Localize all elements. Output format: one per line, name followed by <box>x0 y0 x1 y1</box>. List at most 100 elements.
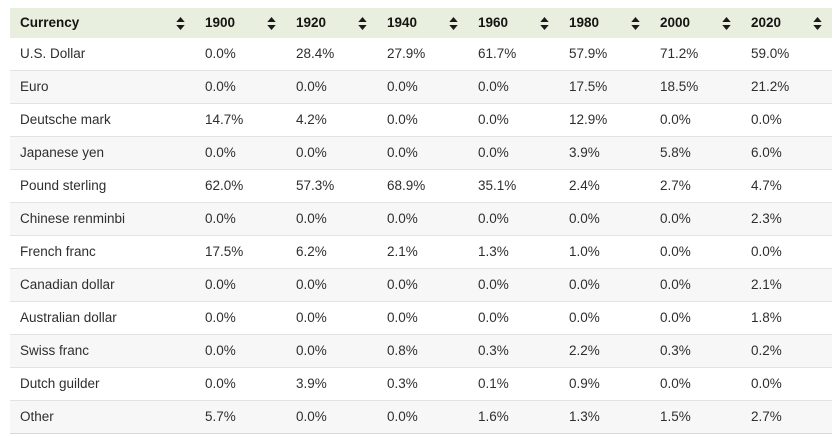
value-cell: 0.0% <box>286 301 377 335</box>
column-header-1900[interactable]: 1900 <box>195 8 286 38</box>
value-cell: 0.2% <box>741 334 832 368</box>
value-cell: 0.0% <box>377 400 468 434</box>
value-cell: 6.2% <box>286 235 377 269</box>
currency-name-cell: Chinese renminbi <box>10 202 195 236</box>
column-header-1940[interactable]: 1940 <box>377 8 468 38</box>
value-cell: 0.0% <box>468 136 559 170</box>
table-row-french-franc: French franc 17.5% 6.2% 2.1% 1.3% 1.0% 0.0% 0.0… <box>10 235 832 269</box>
column-label: 1920 <box>296 15 327 30</box>
table-row-euro: Euro 0.0% 0.0% 0.0% 0.0% 17.5% 18.5% 21.2% <box>10 70 832 104</box>
value-cell: 2.7% <box>741 400 832 434</box>
sort-arrows-icon[interactable] <box>267 16 276 30</box>
value-cell: 0.0% <box>286 268 377 302</box>
column-label: 1980 <box>569 15 600 30</box>
value-cell: 0.9% <box>559 367 650 401</box>
currency-name-cell: Deutsche mark <box>10 103 195 137</box>
value-cell: 0.0% <box>650 235 741 269</box>
currency-name-cell: Australian dollar <box>10 301 195 335</box>
value-cell: 0.0% <box>377 70 468 104</box>
value-cell: 0.1% <box>468 367 559 401</box>
value-cell: 35.1% <box>468 169 559 203</box>
value-cell: 62.0% <box>195 169 286 203</box>
currency-name-cell: Other <box>10 400 195 434</box>
value-cell: 0.0% <box>559 268 650 302</box>
value-cell: 5.7% <box>195 400 286 434</box>
column-header-content: 1900 <box>205 15 276 31</box>
table-row-chinese-renminbi: Chinese renminbi 0.0% 0.0% 0.0% 0.0% 0.0% 0.0%… <box>10 202 832 236</box>
value-cell: 0.0% <box>468 103 559 137</box>
value-cell: 1.6% <box>468 400 559 434</box>
value-cell: 6.0% <box>741 136 832 170</box>
column-label: 2020 <box>751 15 782 30</box>
table-body: U.S. Dollar 0.0% 28.4% 27.9% 61.7% 57.9% 71.2%… <box>10 38 832 434</box>
table-row-other: Other 5.7% 0.0% 0.0% 1.6% 1.3% 1.5% 2.7% <box>10 400 832 434</box>
value-cell: 14.7% <box>195 103 286 137</box>
value-cell: 2.7% <box>650 169 741 203</box>
value-cell: 21.2% <box>741 70 832 104</box>
value-cell: 71.2% <box>650 38 741 71</box>
column-header-content: 2000 <box>660 15 731 31</box>
value-cell: 0.0% <box>286 400 377 434</box>
value-cell: 4.7% <box>741 169 832 203</box>
value-cell: 0.0% <box>650 367 741 401</box>
table-row-japanese-yen: Japanese yen 0.0% 0.0% 0.0% 0.0% 3.9% 5.8% 6.0% <box>10 136 832 170</box>
column-header-2020[interactable]: 2020 <box>741 8 832 38</box>
table-row-dutch-guilder: Dutch guilder 0.0% 3.9% 0.3% 0.1% 0.9% 0.0% 0.0… <box>10 367 832 401</box>
value-cell: 68.9% <box>377 169 468 203</box>
column-label: Currency <box>20 15 80 30</box>
value-cell: 3.9% <box>286 367 377 401</box>
value-cell: 4.2% <box>286 103 377 137</box>
sort-arrows-icon[interactable] <box>176 16 185 30</box>
value-cell: 12.9% <box>559 103 650 137</box>
value-cell: 0.0% <box>195 202 286 236</box>
currency-name-cell: Swiss franc <box>10 334 195 368</box>
value-cell: 0.0% <box>195 301 286 335</box>
value-cell: 0.0% <box>468 301 559 335</box>
currency-composition-table: Currency 1900 1920 1940 1960 1980 2000 2020 U.S… <box>10 8 832 434</box>
currency-name-cell: French franc <box>10 235 195 269</box>
column-label: 2000 <box>660 15 691 30</box>
sort-arrows-icon[interactable] <box>449 16 458 30</box>
value-cell: 57.9% <box>559 38 650 71</box>
value-cell: 0.3% <box>468 334 559 368</box>
value-cell: 0.0% <box>286 334 377 368</box>
column-header-content: 1980 <box>569 15 640 31</box>
sort-arrows-icon[interactable] <box>722 16 731 30</box>
column-header-2000[interactable]: 2000 <box>650 8 741 38</box>
table-row-australian-dollar: Australian dollar 0.0% 0.0% 0.0% 0.0% 0.0% 0.0… <box>10 301 832 335</box>
currency-name-cell: Dutch guilder <box>10 367 195 401</box>
column-header-1960[interactable]: 1960 <box>468 8 559 38</box>
table-row-canadian-dollar: Canadian dollar 0.0% 0.0% 0.0% 0.0% 0.0% 0.0% 2… <box>10 268 832 302</box>
value-cell: 2.1% <box>377 235 468 269</box>
column-header-currency[interactable]: Currency <box>10 8 195 38</box>
value-cell: 0.0% <box>286 202 377 236</box>
value-cell: 2.2% <box>559 334 650 368</box>
column-header-1920[interactable]: 1920 <box>286 8 377 38</box>
value-cell: 0.0% <box>377 268 468 302</box>
sort-arrows-icon[interactable] <box>358 16 367 30</box>
value-cell: 2.4% <box>559 169 650 203</box>
value-cell: 17.5% <box>195 235 286 269</box>
table-widget: Currency 1900 1920 1940 1960 1980 2000 2020 U.S… <box>10 8 832 434</box>
column-header-content: 1960 <box>478 15 549 31</box>
value-cell: 0.0% <box>741 103 832 137</box>
value-cell: 0.0% <box>377 103 468 137</box>
value-cell: 57.3% <box>286 169 377 203</box>
column-header-content: 1940 <box>387 15 458 31</box>
table-row-deutsche-mark: Deutsche mark 14.7% 4.2% 0.0% 0.0% 12.9% 0.0% 0… <box>10 103 832 137</box>
value-cell: 0.0% <box>468 202 559 236</box>
table-row-swiss-franc: Swiss franc 0.0% 0.0% 0.8% 0.3% 2.2% 0.3% 0.2% <box>10 334 832 368</box>
column-label: 1940 <box>387 15 418 30</box>
sort-arrows-icon[interactable] <box>813 16 822 30</box>
column-label: 1900 <box>205 15 236 30</box>
value-cell: 28.4% <box>286 38 377 71</box>
value-cell: 0.0% <box>377 202 468 236</box>
column-label: 1960 <box>478 15 509 30</box>
column-header-content: Currency <box>20 15 185 31</box>
sort-arrows-icon[interactable] <box>631 16 640 30</box>
value-cell: 0.0% <box>741 235 832 269</box>
table-row-pound-sterling: Pound sterling 62.0% 57.3% 68.9% 35.1% 2.4% 2.… <box>10 169 832 203</box>
column-header-1980[interactable]: 1980 <box>559 8 650 38</box>
value-cell: 3.9% <box>559 136 650 170</box>
sort-arrows-icon[interactable] <box>540 16 549 30</box>
